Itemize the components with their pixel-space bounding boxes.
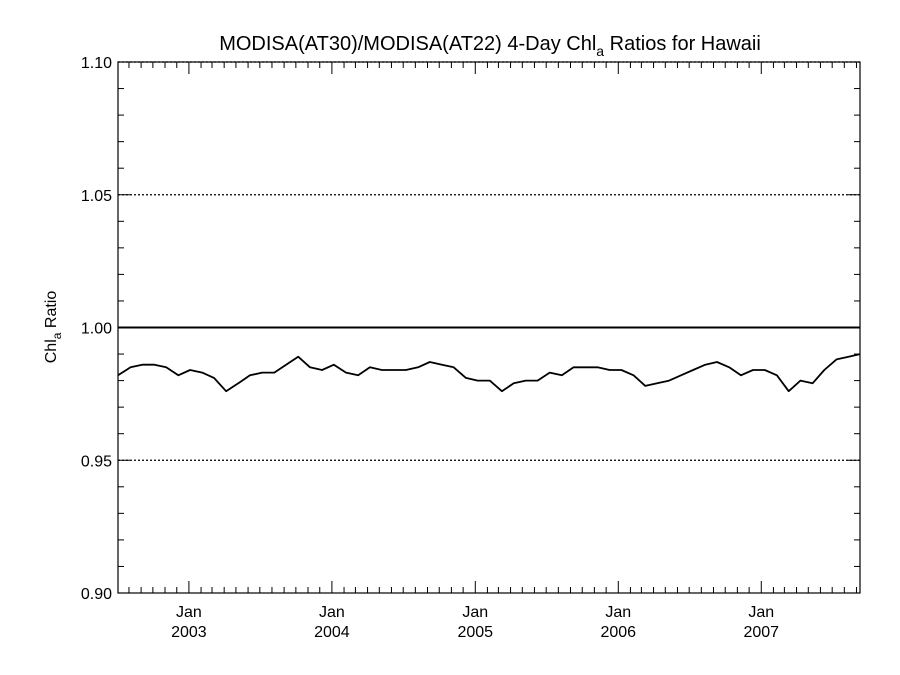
data-point-18 [333,364,335,366]
data-point-55 [776,374,778,376]
data-point-21 [369,366,371,368]
x-tick-label-month-3: Jan [605,604,631,621]
data-point-30 [477,380,479,382]
data-point-29 [465,377,467,379]
data-point-5 [177,374,179,376]
x-tick-label-year-2: 2005 [457,624,493,641]
data-point-46 [668,380,670,382]
data-point-23 [393,369,395,371]
data-point-51 [728,366,730,368]
data-point-20 [357,374,359,376]
chart-title-tail: Ratios for Hawaii [604,33,761,55]
y-axis-label-tail: Ratio [43,291,60,333]
gridlines [118,61,860,461]
data-point-37 [561,374,563,376]
data-point-1 [130,366,132,368]
chart-title: MODISA(AT30)/MODISA(AT22) 4-Day Chla Rat… [219,33,761,59]
data-point-43 [633,374,635,376]
data-point-22 [381,369,383,371]
data-point-31 [489,380,491,382]
data-point-56 [788,390,790,392]
data-point-26 [429,361,431,363]
chart-title-subscript: a [596,43,604,59]
data-point-27 [441,364,443,366]
data-point-3 [153,364,155,366]
data-point-48 [692,369,694,371]
data-point-19 [345,372,347,374]
data-point-15 [297,356,299,358]
data-point-34 [525,380,527,382]
y-tick-label-3: 1.05 [81,188,112,205]
data-point-53 [752,369,754,371]
data-point-42 [620,369,622,371]
data-point-14 [285,364,287,366]
data-point-24 [405,369,407,371]
data-point-8 [213,377,215,379]
data-point-28 [453,366,455,368]
x-tick-label-year-1: 2004 [314,624,350,641]
data-point-11 [249,374,251,376]
tick-labels: 0.90 0.95 1.00 1.05 1.10 Jan 2003 Jan 2004 Jan 200… [81,55,779,641]
data-point-36 [549,372,551,374]
y-tick-label-2: 1.00 [81,321,112,338]
axis-ticks [118,61,860,594]
y-axis-label-subscript: a [50,332,64,339]
data-point-25 [417,366,419,368]
y-tick-label-4: 1.10 [81,55,112,72]
data-point-41 [609,369,611,371]
chart-title-main: MODISA(AT30)/MODISA(AT22) 4-Day Chl [219,33,596,55]
data-point-2 [141,364,143,366]
data-point-45 [656,382,658,384]
data-point-16 [309,366,311,368]
y-axis-label: Chla Ratio [43,291,64,364]
data-point-38 [573,366,575,368]
data-point-17 [321,369,323,371]
data-point-40 [597,366,599,368]
data-point-60 [836,358,838,360]
data-point-61 [848,356,850,358]
x-tick-label-year-3: 2006 [600,624,636,641]
data-point-58 [812,382,814,384]
x-tick-label-year-0: 2003 [171,624,207,641]
y-tick-label-0: 0.90 [81,586,112,603]
data-point-54 [764,369,766,371]
data-point-52 [740,374,742,376]
data-point-12 [261,372,263,374]
series-group [117,353,861,393]
y-tick-label-1: 0.95 [81,453,112,470]
data-point-4 [165,366,167,368]
data-point-57 [800,380,802,382]
data-point-9 [225,390,227,392]
series-line [117,353,861,393]
data-point-47 [680,374,682,376]
data-point-39 [585,366,587,368]
x-tick-label-month-2: Jan [462,604,488,621]
data-point-44 [644,385,646,387]
x-tick-label-month-1: Jan [319,604,345,621]
data-point-35 [537,380,539,382]
data-point-32 [501,390,503,392]
y-axis-label-main: Chl [43,339,60,363]
data-point-10 [237,382,239,384]
data-point-33 [513,382,515,384]
data-point-59 [823,369,825,371]
data-point-49 [704,364,706,366]
x-tick-label-year-4: 2007 [743,624,779,641]
data-point-6 [189,369,191,371]
data-point-7 [201,372,203,374]
x-tick-label-month-4: Jan [748,604,774,621]
data-point-13 [273,372,275,374]
x-tick-label-month-0: Jan [176,604,202,621]
data-point-50 [716,361,718,363]
